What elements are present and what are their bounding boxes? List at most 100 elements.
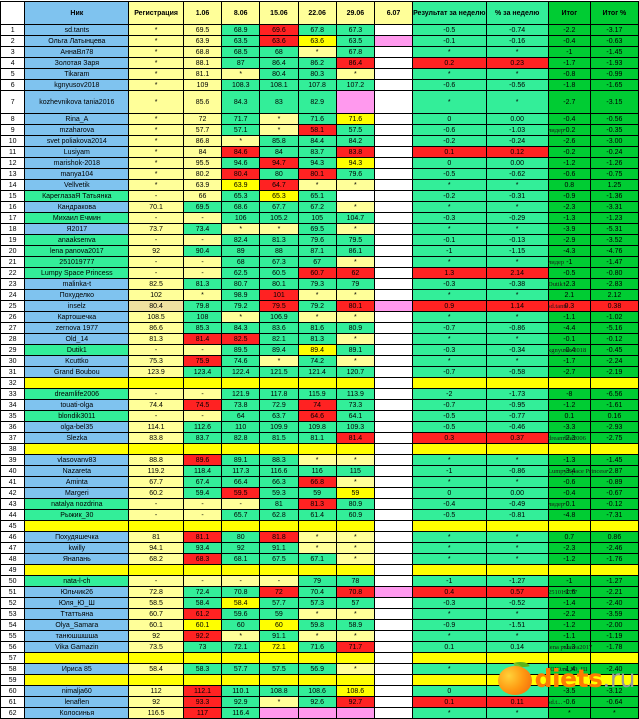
week-cell-6[interactable] bbox=[373, 410, 414, 422]
week-cell-2[interactable]: 58.4 bbox=[221, 597, 261, 609]
week-cell-5[interactable]: * bbox=[335, 553, 375, 565]
week-cell-4[interactable]: 105 bbox=[297, 212, 337, 224]
week-cell-4[interactable]: 108.6 bbox=[297, 685, 337, 697]
table-row[interactable]: 46 Похудяшечка 81 81.1 80 81.8 * * * * 0.7 0.86 bbox=[0, 531, 639, 543]
week-cell-4[interactable]: * bbox=[297, 454, 337, 466]
result-week-cell[interactable]: * bbox=[412, 553, 487, 565]
week-cell-2[interactable]: - bbox=[221, 498, 261, 510]
week-cell-6[interactable] bbox=[373, 564, 414, 576]
week-cell-6[interactable] bbox=[373, 421, 414, 433]
week-cell-4[interactable]: 115.9 bbox=[297, 388, 337, 400]
week-cell-3[interactable]: 108.1 bbox=[259, 79, 299, 91]
week-cell-5[interactable]: 71.6 bbox=[335, 113, 375, 125]
table-row[interactable]: 42 Margeri 60.2 59.4 59.5 59.3 59 59 0 0.00 -0.4 -0… bbox=[0, 487, 639, 499]
week-cell-4[interactable]: 67.2 bbox=[297, 201, 337, 213]
week-cell-1[interactable]: - bbox=[182, 234, 223, 246]
result-week-cell[interactable]: * bbox=[412, 68, 487, 80]
week-cell-5[interactable]: 81.4 bbox=[335, 432, 375, 444]
week-cell-2[interactable]: 60 bbox=[221, 619, 261, 631]
result-week-cell[interactable]: -0.5 bbox=[412, 509, 487, 521]
registration-cell[interactable]: * bbox=[128, 135, 184, 147]
pct-week-cell[interactable]: 2.14 bbox=[485, 267, 549, 279]
week-cell-4[interactable]: 59 bbox=[297, 487, 337, 499]
table-row[interactable]: 41 Aminta 67.7 67.4 66.4 66.3 66.8 * * * -0.6 -0.89 bbox=[0, 476, 639, 488]
week-cell-3[interactable]: * bbox=[259, 124, 299, 136]
table-row[interactable]: 7 kozhevnikova tania2016 * 85.6 84.3 83 82.9 * *… bbox=[0, 90, 639, 114]
week-cell-3[interactable]: 72.1 bbox=[259, 641, 299, 653]
week-cell-5[interactable]: 94.3 bbox=[335, 157, 375, 169]
week-cell-3[interactable]: 80.4 bbox=[259, 68, 299, 80]
week-cell-6[interactable] bbox=[373, 46, 414, 58]
week-cell-5[interactable]: * bbox=[335, 68, 375, 80]
nick-cell[interactable]: танюшшшша bbox=[24, 630, 130, 642]
week-cell-5[interactable]: 92.7 bbox=[335, 696, 375, 708]
week-cell-1[interactable]: - bbox=[182, 256, 223, 268]
week-cell-1[interactable]: 108 bbox=[182, 311, 223, 323]
registration-cell[interactable]: 86.6 bbox=[128, 322, 184, 334]
week-cell-6[interactable] bbox=[373, 542, 414, 554]
table-row[interactable]: 38 bbox=[0, 443, 639, 455]
nick-cell[interactable]: Lumpy Space Princess bbox=[24, 267, 130, 279]
week-cell-6[interactable] bbox=[373, 146, 414, 158]
week-cell-1[interactable]: 68.8 bbox=[182, 46, 223, 58]
week-cell-3[interactable]: * bbox=[259, 355, 299, 367]
table-row[interactable]: 9 mzaharova * 57.7 57.1 * 58.1 57.5 -0.6 -1.03 -0.… bbox=[0, 124, 639, 136]
week-cell-4[interactable]: 92.6 bbox=[297, 696, 337, 708]
table-row[interactable]: 14 Vellvetik * 63.9 63.9 64.7 * * * * 0.8 1.25 bbox=[0, 179, 639, 191]
pct-week-cell[interactable]: -0.52 bbox=[485, 597, 549, 609]
pct-week-cell[interactable]: * bbox=[485, 311, 549, 323]
nick-cell[interactable]: Колосинья bbox=[24, 707, 130, 719]
week-cell-4[interactable]: * bbox=[297, 311, 337, 323]
result-week-cell[interactable]: -0.6 bbox=[412, 124, 487, 136]
week-cell-2[interactable]: 65.3 bbox=[221, 190, 261, 202]
registration-cell[interactable]: - bbox=[128, 234, 184, 246]
week-cell-4[interactable]: 79.6 bbox=[297, 234, 337, 246]
week-cell-6[interactable] bbox=[373, 586, 414, 598]
week-cell-6[interactable] bbox=[373, 234, 414, 246]
week-cell-3[interactable]: 109.9 bbox=[259, 421, 299, 433]
table-row[interactable]: 28 Old_14 81.3 81.4 82.5 82.1 81.3 * * * -0.1 -0.12 bbox=[0, 333, 639, 345]
nick-cell[interactable]: blondik3011 bbox=[24, 410, 130, 422]
week-cell-5[interactable] bbox=[335, 652, 375, 664]
week-cell-6[interactable] bbox=[373, 685, 414, 697]
week-cell-2[interactable]: 94.6 bbox=[221, 157, 261, 169]
result-week-cell[interactable]: -0.3 bbox=[412, 597, 487, 609]
week-cell-6[interactable] bbox=[373, 190, 414, 202]
week-cell-5[interactable]: 108.6 bbox=[335, 685, 375, 697]
nick-cell[interactable]: Янапань bbox=[24, 553, 130, 565]
week-cell-6[interactable] bbox=[373, 278, 414, 290]
week-cell-3[interactable]: 121.5 bbox=[259, 366, 299, 378]
week-cell-3[interactable]: 116.6 bbox=[259, 465, 299, 477]
nick-cell[interactable]: Old_14 bbox=[24, 333, 130, 345]
registration-cell[interactable]: * bbox=[128, 124, 184, 136]
week-cell-5[interactable]: 62 bbox=[335, 267, 375, 279]
week-cell-5[interactable] bbox=[335, 377, 375, 389]
registration-cell[interactable]: * bbox=[128, 35, 184, 47]
registration-cell[interactable]: - bbox=[128, 575, 184, 587]
week-cell-6[interactable] bbox=[373, 652, 414, 664]
week-cell-1[interactable] bbox=[182, 674, 223, 686]
pct-week-cell[interactable]: * bbox=[485, 707, 549, 719]
week-cell-3[interactable]: 57.7 bbox=[259, 597, 299, 609]
week-cell-2[interactable] bbox=[221, 520, 261, 532]
nick-cell[interactable]: zernova 1977 bbox=[24, 322, 130, 334]
pct-week-cell[interactable]: -0.86 bbox=[485, 465, 549, 477]
week-cell-4[interactable]: 67 bbox=[297, 256, 337, 268]
week-cell-4[interactable] bbox=[297, 520, 337, 532]
nick-cell[interactable] bbox=[24, 564, 130, 576]
week-cell-1[interactable]: 117 bbox=[182, 707, 223, 719]
week-cell-2[interactable]: 87 bbox=[221, 57, 261, 69]
week-cell-6[interactable] bbox=[373, 135, 414, 147]
registration-cell[interactable]: * bbox=[128, 68, 184, 80]
week-cell-3[interactable]: 84 bbox=[259, 146, 299, 158]
week-cell-4[interactable]: 109.8 bbox=[297, 421, 337, 433]
result-week-cell[interactable] bbox=[412, 377, 487, 389]
week-cell-6[interactable] bbox=[373, 300, 414, 312]
pct-week-cell[interactable]: -1.03 bbox=[485, 124, 549, 136]
week-cell-1[interactable]: 57.7 bbox=[182, 124, 223, 136]
week-cell-6[interactable] bbox=[373, 223, 414, 235]
week-cell-1[interactable]: 79.8 bbox=[182, 300, 223, 312]
week-cell-2[interactable]: 84.6 bbox=[221, 146, 261, 158]
nick-cell[interactable]: manya104 bbox=[24, 168, 130, 180]
result-week-cell[interactable]: * bbox=[412, 476, 487, 488]
